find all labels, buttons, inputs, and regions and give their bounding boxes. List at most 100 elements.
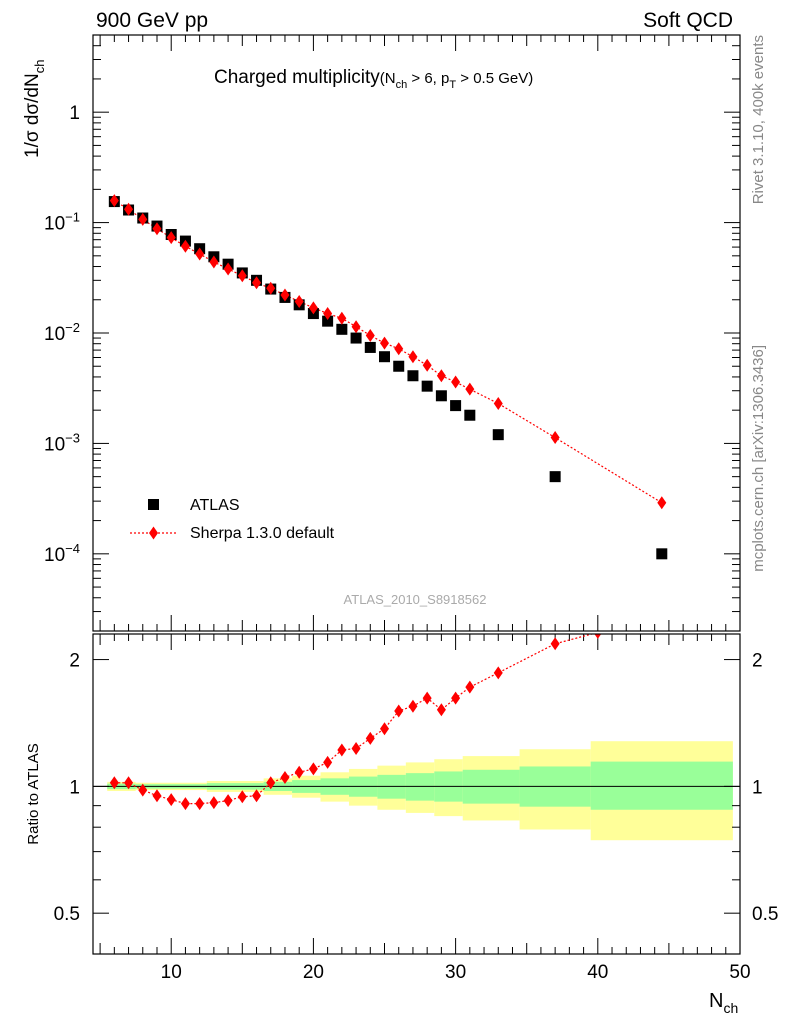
sherpa-ratio-point [109,776,119,790]
sherpa-point [465,382,475,396]
legend-marker-sherpa [149,526,158,540]
sherpa-ratio-point [493,666,503,680]
header-right: Soft QCD [643,9,733,32]
sherpa-ratio-point [209,796,219,810]
x-axis-label-text: N [709,990,723,1012]
x-axis-label-sub: ch [723,1000,738,1016]
sherpa-point [166,231,176,245]
legend-label-atlas: ATLAS [190,497,240,514]
ratio-y-tick-label-left: 1 [69,777,80,798]
sherpa-point [351,320,361,334]
plot-title-main: Charged multiplicity [214,67,380,88]
x-tick-label: 30 [445,962,466,983]
sherpa-ratio-point [195,797,205,811]
legend-marker-atlas [148,499,159,510]
sherpa-ratio-point [594,634,602,639]
sherpa-point [436,369,446,383]
plot-title: Charged multiplicity(Nch > 6, pT > 0.5 G… [214,67,533,91]
sherpa-point [223,262,233,276]
ratio-y-tick-label-left: 0.5 [54,904,80,925]
sherpa-ratio-point [223,794,233,808]
sherpa-point [109,194,119,208]
uncertainty-band-green [590,761,733,810]
main-y-tick-label: 10−1 [44,210,80,235]
main-y-tick-label: 10−4 [44,541,80,566]
atlas-point [656,548,668,560]
atlas-point [464,409,476,421]
sherpa-point [394,342,404,356]
ratio-x-tick-labels: 10 20 30 40 50 [161,962,751,983]
sherpa-point [294,294,304,308]
sherpa-ratio-point [408,699,418,713]
sherpa-ratio-point [308,762,318,776]
x-tick-label: 40 [587,962,608,983]
sherpa-line [113,200,663,504]
legend-label-sherpa: Sherpa 1.3.0 default [190,525,335,542]
sherpa-ratio-point [436,703,446,717]
side-label-mcplots: mcplots.cern.ch [arXiv:1306.3436] [750,345,767,572]
sherpa-point [209,255,219,269]
x-tick-label: 20 [303,962,324,983]
sherpa-ratio-point [550,637,560,651]
legend: ATLAS Sherpa 1.3.0 default [130,497,335,542]
ratio-y-tick-label-right: 2 [752,651,763,672]
atlas-point [322,315,334,327]
sherpa-ratio-point [166,793,176,807]
atlas-point [450,400,462,412]
plot-title-sub-t: T [449,79,456,91]
main-y-axis-label: 1/σ dσ/dNch [22,60,47,158]
atlas-point [336,323,348,335]
sherpa-ratio-line [114,634,595,805]
main-y-tick-labels: 1 10−1 10−2 10−3 10−4 [44,103,80,566]
atlas-point [421,380,433,392]
sherpa-point [422,358,432,372]
sherpa-point [280,288,290,302]
sherpa-ratio-point [323,755,333,769]
atlas-point [435,390,447,402]
ratio-panel: 0.5 0.5 1 1 2 2 10 20 30 40 50 Ratio to ATLAS Nch [25,633,779,1016]
plot-title-cond: (N [380,70,396,87]
x-tick-label: 50 [729,962,750,983]
sherpa-point [451,375,461,389]
main-y-axis-label-sub: ch [32,60,47,74]
sherpa-ratio-point [380,722,390,736]
sherpa-point [380,336,390,350]
sherpa-point [550,431,560,445]
ratio-y-tick-label-right: 1 [752,777,763,798]
ratio-y-tick-labels: 0.5 0.5 1 1 2 2 [54,651,779,926]
sherpa-point [337,311,347,325]
sherpa-ratio-point [351,742,361,756]
sherpa-ratio-point [152,789,162,803]
sherpa-point [365,328,375,342]
atlas-point [492,429,504,441]
sherpa-ratio-point [337,743,347,757]
atlas-point [549,471,561,483]
atlas-point [407,370,419,382]
sherpa-point [323,307,333,321]
sherpa-ratio-point [365,731,375,745]
main-panel: 1 10−1 10−2 10−3 10−4 Charged multiplicity(N… [22,34,741,632]
header-left: 900 GeV pp [96,9,208,32]
sherpa-ratio-point [422,691,432,705]
plot-title-cond-end: > 0.5 GeV) [456,70,533,87]
sherpa-ratio-point [237,790,247,804]
sherpa-ratio-point [124,776,134,790]
x-tick-label: 10 [161,962,182,983]
main-y-axis-label-text: 1/σ dσ/dN [22,73,43,158]
sherpa-point [124,202,134,216]
ratio-y-axis-label: Ratio to ATLAS [25,743,42,844]
ratio-axis-ticks [93,634,741,955]
sherpa-ratio-point [138,783,148,797]
sherpa-ratio-point [266,776,276,790]
ratio-y-tick-label-right: 0.5 [752,904,778,925]
sherpa-point [152,222,162,236]
ratio-y-tick-label-left: 2 [69,651,80,672]
sherpa-point [266,281,276,295]
sherpa-point [138,212,148,226]
plot-title-cond-mid: > 6, p [407,70,449,87]
sherpa-ratio-point [280,770,290,784]
sherpa-point [308,301,318,315]
uncertainty-band-green [405,773,435,801]
sherpa-point [408,350,418,364]
